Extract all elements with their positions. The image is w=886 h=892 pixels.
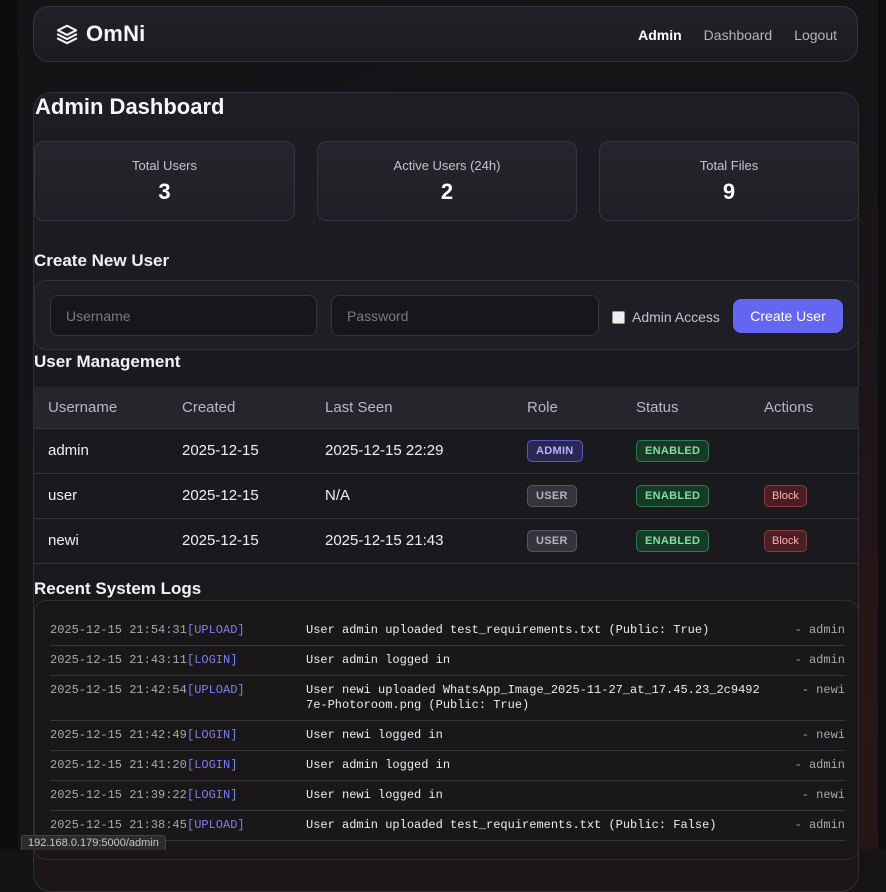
log-type: [LOGIN] (187, 653, 238, 667)
user-management-title: User Management (34, 352, 181, 371)
table-row: newi 2025-12-15 2025-12-15 21:43 USER EN… (34, 518, 859, 563)
log-message: User newi logged in (306, 788, 443, 802)
role-badge: ADMIN (527, 439, 583, 462)
role-badge: USER (527, 529, 577, 552)
log-user: - admin (794, 818, 845, 832)
log-time: 2025-12-15 21:54:31 (50, 623, 187, 637)
log-time: 2025-12-15 21:38:45 (50, 818, 187, 832)
log-user: - newi (801, 728, 845, 742)
password-input[interactable] (331, 295, 599, 336)
stat-card-active-users: Active Users (24h) 2 (317, 141, 577, 221)
nav-dashboard-link[interactable]: Dashboard (703, 27, 773, 43)
stat-value: 3 (158, 179, 171, 204)
column-header: Last Seen (325, 398, 393, 416)
log-type: [LOGIN] (187, 758, 238, 772)
window-edge-left (0, 0, 18, 849)
log-user: - newi (801, 788, 845, 802)
browser-status-url: 192.168.0.179:5000/admin (21, 835, 166, 850)
log-time: 2025-12-15 21:42:54 (50, 683, 187, 697)
column-header: Username (48, 398, 118, 416)
log-message: User admin logged in (306, 653, 451, 667)
app-name: OmNi (86, 21, 146, 46)
created-cell: 2025-12-15 (182, 532, 259, 549)
block-user-button[interactable]: Block (764, 484, 807, 507)
last-seen-cell: 2025-12-15 22:29 (325, 442, 444, 459)
log-user: - admin (794, 623, 845, 637)
username-input[interactable] (50, 295, 317, 336)
log-message: User newi logged in (306, 728, 443, 742)
role-badge: USER (527, 484, 577, 507)
status-badge: ENABLED (636, 529, 710, 552)
username-cell: newi (48, 532, 79, 549)
log-entry: 2025-12-15 21:43:11 [LOGIN] User admin l… (50, 646, 845, 676)
admin-access-label: Admin Access (632, 309, 720, 325)
status-badge: ENABLED (636, 439, 710, 462)
column-header: Created (182, 398, 236, 416)
log-type: [UPLOAD] (187, 683, 245, 697)
log-message: User admin logged in (306, 758, 451, 772)
log-user: - admin (794, 653, 845, 667)
system-logs-title: Recent System Logs (34, 579, 202, 598)
log-time: 2025-12-15 21:41:20 (50, 758, 187, 772)
system-logs-panel[interactable]: 2025-12-15 21:54:31 [UPLOAD] User admin … (34, 600, 859, 860)
log-message: User admin uploaded test_requirements.tx… (306, 818, 717, 832)
navbar: OmNi Admin Dashboard Logout (33, 6, 858, 62)
log-user: - admin (794, 758, 845, 772)
stat-label: Active Users (24h) (393, 158, 501, 173)
stat-card-total-users: Total Users 3 (34, 141, 295, 221)
username-cell: user (48, 487, 78, 504)
nav-admin-link[interactable]: Admin (638, 27, 682, 43)
log-type: [LOGIN] (187, 788, 238, 802)
log-time: 2025-12-15 21:42:49 (50, 728, 187, 742)
log-type: [LOGIN] (187, 728, 238, 742)
log-entry: 2025-12-15 21:41:20 [LOGIN] User admin l… (50, 751, 845, 781)
column-header: Actions (764, 398, 814, 416)
create-user-button[interactable]: Create User (733, 299, 843, 333)
layers-icon (56, 23, 78, 45)
last-seen-cell: 2025-12-15 21:43 (325, 532, 444, 549)
log-time: 2025-12-15 21:43:11 (50, 653, 187, 667)
log-message: User newi uploaded WhatsApp_Image_2025-1… (306, 683, 760, 712)
stat-value: 2 (440, 179, 454, 204)
column-header: Role (527, 398, 558, 416)
table-row: admin 2025-12-15 2025-12-15 22:29 ADMIN … (34, 428, 859, 473)
username-cell: admin (48, 442, 89, 459)
actions-cell (750, 428, 859, 473)
log-entry: 2025-12-15 21:42:49 [LOGIN] User newi lo… (50, 721, 845, 751)
log-entry: 2025-12-15 21:42:54 [UPLOAD] User newi u… (50, 676, 845, 721)
app-logo[interactable]: OmNi (56, 21, 145, 47)
column-header: Status (636, 398, 679, 416)
logs-table: 2025-12-15 21:54:31 [UPLOAD] User admin … (50, 616, 845, 841)
block-user-button[interactable]: Block (764, 529, 807, 552)
log-message: User admin uploaded test_requirements.tx… (306, 623, 710, 637)
last-seen-cell: N/A (325, 487, 351, 504)
window-edge-right (878, 0, 886, 849)
created-cell: 2025-12-15 (182, 442, 259, 459)
create-user-title: Create New User (34, 251, 170, 270)
page-title: Admin Dashboard (35, 94, 225, 119)
log-entry: 2025-12-15 21:38:45 [UPLOAD] User admin … (50, 811, 845, 841)
stat-value: 9 (722, 179, 736, 204)
nav-links: Admin Dashboard Logout (638, 27, 837, 43)
log-type: [UPLOAD] (187, 623, 245, 637)
log-time: 2025-12-15 21:39:22 (50, 788, 187, 802)
table-row: user 2025-12-15 N/A USER ENABLED Block (34, 473, 859, 518)
log-user: - newi (801, 683, 845, 697)
nav-logout-link[interactable]: Logout (794, 27, 837, 43)
created-cell: 2025-12-15 (182, 487, 259, 504)
user-table: Username Created Last Seen Role Status A… (34, 387, 859, 564)
table-header-row: Username Created Last Seen Role Status A… (34, 387, 859, 428)
log-entry: 2025-12-15 21:39:22 [LOGIN] User newi lo… (50, 781, 845, 811)
status-badge: ENABLED (636, 484, 710, 507)
admin-access-checkbox[interactable]: Admin Access (612, 309, 720, 325)
stat-label: Total Users (131, 158, 198, 173)
log-entry: 2025-12-15 21:54:31 [UPLOAD] User admin … (50, 616, 845, 646)
stat-label: Total Files (699, 158, 759, 173)
stat-card-total-files: Total Files 9 (599, 141, 859, 221)
checkbox-box[interactable] (612, 310, 625, 324)
log-type: [UPLOAD] (187, 818, 245, 832)
